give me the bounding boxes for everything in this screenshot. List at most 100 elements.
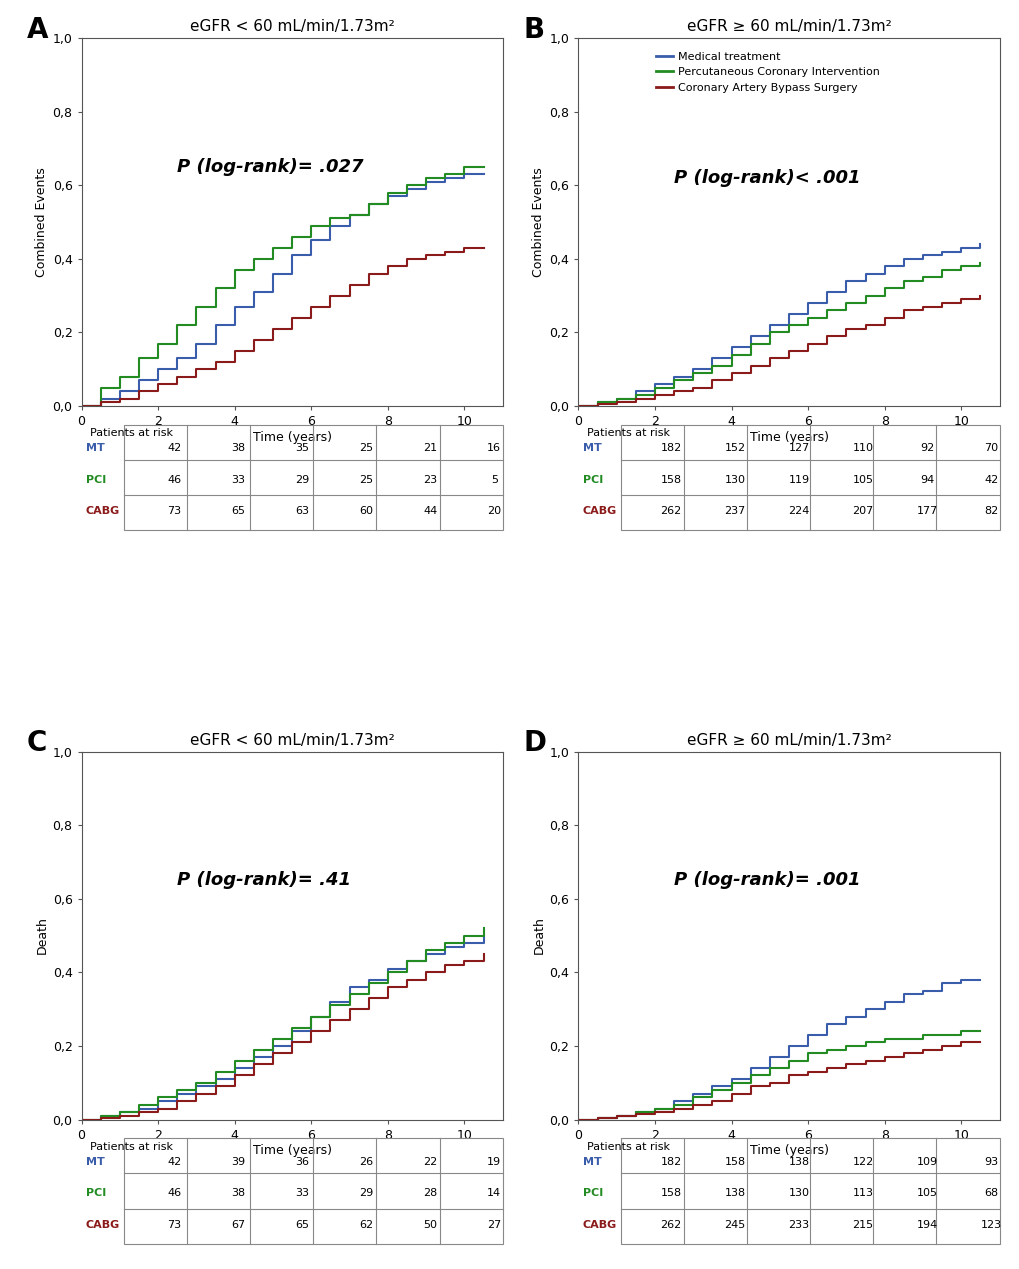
Text: PCI: PCI <box>86 475 106 485</box>
Text: 182: 182 <box>660 443 681 453</box>
Text: 63: 63 <box>294 506 309 516</box>
Y-axis label: Death: Death <box>532 916 545 954</box>
Text: 16: 16 <box>487 443 500 453</box>
Text: 215: 215 <box>852 1220 873 1230</box>
Text: 42: 42 <box>167 1156 181 1166</box>
Title: eGFR ≥ 60 mL/min/1.73m²: eGFR ≥ 60 mL/min/1.73m² <box>686 19 891 34</box>
Text: 194: 194 <box>916 1220 936 1230</box>
Title: eGFR < 60 mL/min/1.73m²: eGFR < 60 mL/min/1.73m² <box>190 19 394 34</box>
Text: 262: 262 <box>660 1220 681 1230</box>
Text: P (log-rank)= .001: P (log-rank)= .001 <box>674 872 860 890</box>
Text: 262: 262 <box>660 506 681 516</box>
Text: P (log-rank)= .027: P (log-rank)= .027 <box>177 157 364 176</box>
Text: 93: 93 <box>983 1156 998 1166</box>
Text: 39: 39 <box>231 1156 246 1166</box>
Text: 233: 233 <box>788 1220 809 1230</box>
Text: 138: 138 <box>788 1156 809 1166</box>
Text: 122: 122 <box>852 1156 873 1166</box>
Text: MT: MT <box>582 1156 601 1166</box>
Text: 94: 94 <box>919 475 933 485</box>
Text: MT: MT <box>582 443 601 453</box>
Text: 105: 105 <box>916 1188 936 1198</box>
Text: P (log-rank)< .001: P (log-rank)< .001 <box>674 169 860 187</box>
Text: 158: 158 <box>723 1156 745 1166</box>
Text: 73: 73 <box>167 506 181 516</box>
Text: 82: 82 <box>983 506 998 516</box>
Y-axis label: Combined Events: Combined Events <box>532 168 545 277</box>
X-axis label: Time (years): Time (years) <box>749 1145 827 1157</box>
Text: 67: 67 <box>231 1220 246 1230</box>
Text: 19: 19 <box>487 1156 501 1166</box>
Text: 42: 42 <box>983 475 998 485</box>
Text: 46: 46 <box>167 1188 181 1198</box>
Text: P (log-rank)= .41: P (log-rank)= .41 <box>177 872 351 890</box>
Text: MT: MT <box>86 1156 105 1166</box>
Text: 65: 65 <box>231 506 245 516</box>
Text: 38: 38 <box>231 1188 246 1198</box>
Text: 25: 25 <box>359 443 373 453</box>
Text: 70: 70 <box>983 443 998 453</box>
Text: Patients at risk: Patients at risk <box>586 428 669 438</box>
Text: 60: 60 <box>359 506 373 516</box>
Text: 50: 50 <box>423 1220 437 1230</box>
Text: 33: 33 <box>294 1188 309 1198</box>
Text: 130: 130 <box>723 475 745 485</box>
Text: 5: 5 <box>490 475 497 485</box>
Text: 245: 245 <box>723 1220 745 1230</box>
Text: C: C <box>26 730 47 758</box>
Title: eGFR ≥ 60 mL/min/1.73m²: eGFR ≥ 60 mL/min/1.73m² <box>686 732 891 747</box>
Text: 35: 35 <box>294 443 309 453</box>
Text: 127: 127 <box>788 443 809 453</box>
Title: eGFR < 60 mL/min/1.73m²: eGFR < 60 mL/min/1.73m² <box>190 732 394 747</box>
Text: 152: 152 <box>723 443 745 453</box>
Text: MT: MT <box>86 443 105 453</box>
Text: PCI: PCI <box>582 475 602 485</box>
X-axis label: Time (years): Time (years) <box>253 1145 331 1157</box>
Text: 158: 158 <box>660 475 681 485</box>
Text: 123: 123 <box>979 1220 1001 1230</box>
Text: 207: 207 <box>852 506 873 516</box>
Text: 130: 130 <box>788 1188 809 1198</box>
Text: 62: 62 <box>359 1220 373 1230</box>
Text: 110: 110 <box>852 443 873 453</box>
Text: 21: 21 <box>423 443 437 453</box>
Text: 138: 138 <box>723 1188 745 1198</box>
X-axis label: Time (years): Time (years) <box>749 431 827 444</box>
Text: 44: 44 <box>423 506 437 516</box>
Text: 224: 224 <box>788 506 809 516</box>
Y-axis label: Death: Death <box>36 916 48 954</box>
Text: B: B <box>523 16 544 44</box>
Text: Patients at risk: Patients at risk <box>586 1142 669 1152</box>
Y-axis label: Combined Events: Combined Events <box>36 168 48 277</box>
Text: 109: 109 <box>916 1156 936 1166</box>
Text: 25: 25 <box>359 475 373 485</box>
Text: 105: 105 <box>852 475 873 485</box>
Text: 14: 14 <box>487 1188 501 1198</box>
Text: 158: 158 <box>660 1188 681 1198</box>
Text: 20: 20 <box>487 506 501 516</box>
Text: 113: 113 <box>852 1188 873 1198</box>
Text: Patients at risk: Patients at risk <box>90 428 173 438</box>
Text: 177: 177 <box>916 506 936 516</box>
Text: 33: 33 <box>231 475 245 485</box>
Text: 26: 26 <box>359 1156 373 1166</box>
Text: 27: 27 <box>487 1220 501 1230</box>
Text: A: A <box>26 16 48 44</box>
Text: CABG: CABG <box>86 1220 120 1230</box>
Legend: Medical treatment, Percutaneous Coronary Intervention, Coronary Artery Bypass Su: Medical treatment, Percutaneous Coronary… <box>651 47 883 98</box>
Text: CABG: CABG <box>86 506 120 516</box>
Text: 22: 22 <box>423 1156 437 1166</box>
Text: Patients at risk: Patients at risk <box>90 1142 173 1152</box>
Text: CABG: CABG <box>582 1220 616 1230</box>
Text: 68: 68 <box>983 1188 998 1198</box>
Text: 119: 119 <box>788 475 809 485</box>
Text: CABG: CABG <box>582 506 616 516</box>
Text: 29: 29 <box>359 1188 373 1198</box>
Text: 23: 23 <box>423 475 437 485</box>
Text: 65: 65 <box>294 1220 309 1230</box>
Text: 237: 237 <box>723 506 745 516</box>
Text: 182: 182 <box>660 1156 681 1166</box>
Text: 73: 73 <box>167 1220 181 1230</box>
Text: 29: 29 <box>294 475 309 485</box>
X-axis label: Time (years): Time (years) <box>253 431 331 444</box>
